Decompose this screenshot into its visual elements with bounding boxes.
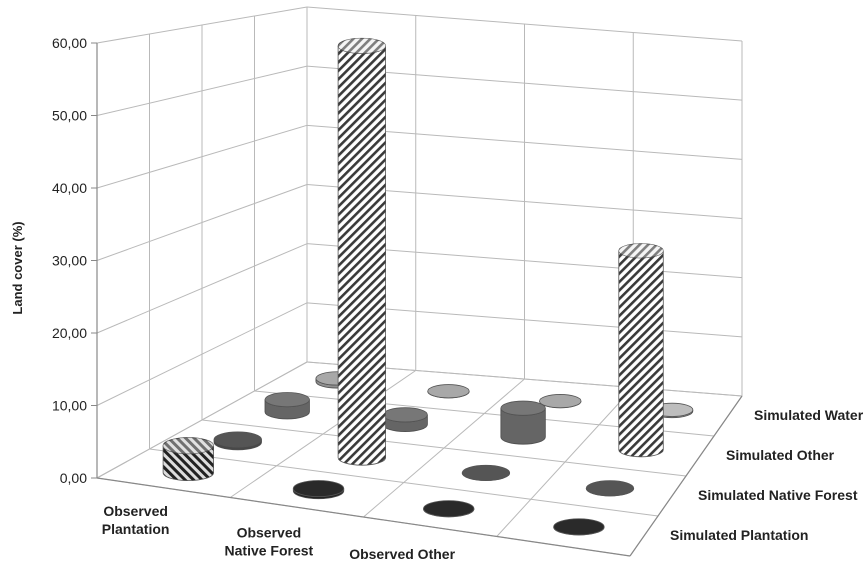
gridline	[96, 6, 308, 44]
depth-axis-line	[629, 395, 743, 557]
x-tick-label-line: Plantation	[102, 521, 170, 537]
gridline	[96, 302, 308, 406]
cylinder-bar	[337, 37, 386, 466]
depth-tick-label: Simulated Water	[754, 407, 864, 423]
x-axis-line	[96, 477, 631, 557]
cylinder-top	[461, 464, 511, 481]
depth-tick-label: Simulated Plantation	[670, 527, 808, 543]
y-tick-label: 50,00	[52, 108, 87, 124]
cylinder-top	[382, 407, 428, 423]
y-tick-label: 60,00	[52, 35, 87, 51]
cylinder-top	[500, 400, 546, 416]
x-tick-label-line: Observed Other	[349, 546, 455, 561]
cylinder-body	[337, 45, 386, 466]
y-tick-label: 40,00	[52, 180, 87, 196]
cylinder-bar	[539, 394, 582, 409]
x-tick-label: Observed Other	[349, 546, 455, 561]
y-tick-label: 30,00	[52, 253, 87, 269]
depth-tick-label: Simulated Native Forest	[698, 487, 858, 503]
x-tick-label-line: Native Forest	[225, 542, 314, 558]
cylinder-bar	[553, 518, 605, 536]
y-tick-label: 20,00	[52, 325, 87, 341]
cylinder-bar	[461, 464, 511, 481]
cylinder-bar	[264, 392, 310, 420]
cylinder-top	[427, 384, 470, 399]
cylinder-bar	[585, 480, 635, 497]
x-tick-label: Observed Native Forest	[225, 524, 314, 558]
cylinder-top	[264, 392, 310, 408]
cylinder-top	[213, 431, 262, 448]
cylinder-top	[585, 480, 635, 497]
gridline	[201, 419, 687, 477]
cylinder-bar	[500, 400, 546, 445]
cylinder-bar	[423, 500, 475, 518]
gridline	[306, 6, 743, 42]
cylinder-shade	[500, 408, 546, 445]
y-axis: 0,00 10,00 20,00 30,00 40,00 50,00 60,00	[52, 35, 97, 486]
gridline	[96, 243, 308, 334]
cylinder-shade	[382, 414, 428, 432]
x-axis: Observed Plantation Observed Native Forest O…	[102, 503, 456, 561]
x-tick-label-line: Observed	[237, 524, 302, 540]
y-axis-label: Land cover (%)	[10, 221, 25, 314]
depth-tick-label: Simulated Other	[726, 447, 835, 463]
cylinder-top-hatch	[163, 437, 214, 454]
cylinder-bar	[292, 480, 345, 500]
cylinder-top	[553, 518, 605, 536]
cylinder-bar	[382, 407, 428, 432]
cylinder-shade	[214, 439, 262, 450]
cylinder-bar	[213, 431, 262, 451]
cylinder-top-hatch	[618, 243, 664, 258]
cylinder-top-hatch	[338, 38, 386, 54]
cylinder-top	[423, 500, 475, 518]
chart-marks	[162, 37, 694, 536]
gridline	[96, 65, 308, 116]
gridline	[96, 124, 308, 189]
x-tick-label-line: Observed	[103, 503, 168, 519]
y-tick-label: 10,00	[52, 398, 87, 414]
cylinder-shade	[293, 488, 344, 499]
depth-axis: Simulated Plantation Simulated Native For…	[670, 407, 864, 543]
gridline	[149, 448, 659, 517]
gridline	[96, 184, 308, 261]
cylinder-bar	[618, 243, 664, 458]
cylinder-shade	[264, 399, 310, 419]
cylinder-body	[618, 250, 664, 458]
cylinder-bar	[427, 384, 470, 399]
cylinder-top	[539, 394, 582, 409]
x-tick-label: Observed Plantation	[102, 503, 170, 537]
cylinder-top	[292, 480, 345, 498]
cylinder-bar	[162, 437, 214, 482]
y-tick-label: 0,00	[60, 470, 87, 486]
